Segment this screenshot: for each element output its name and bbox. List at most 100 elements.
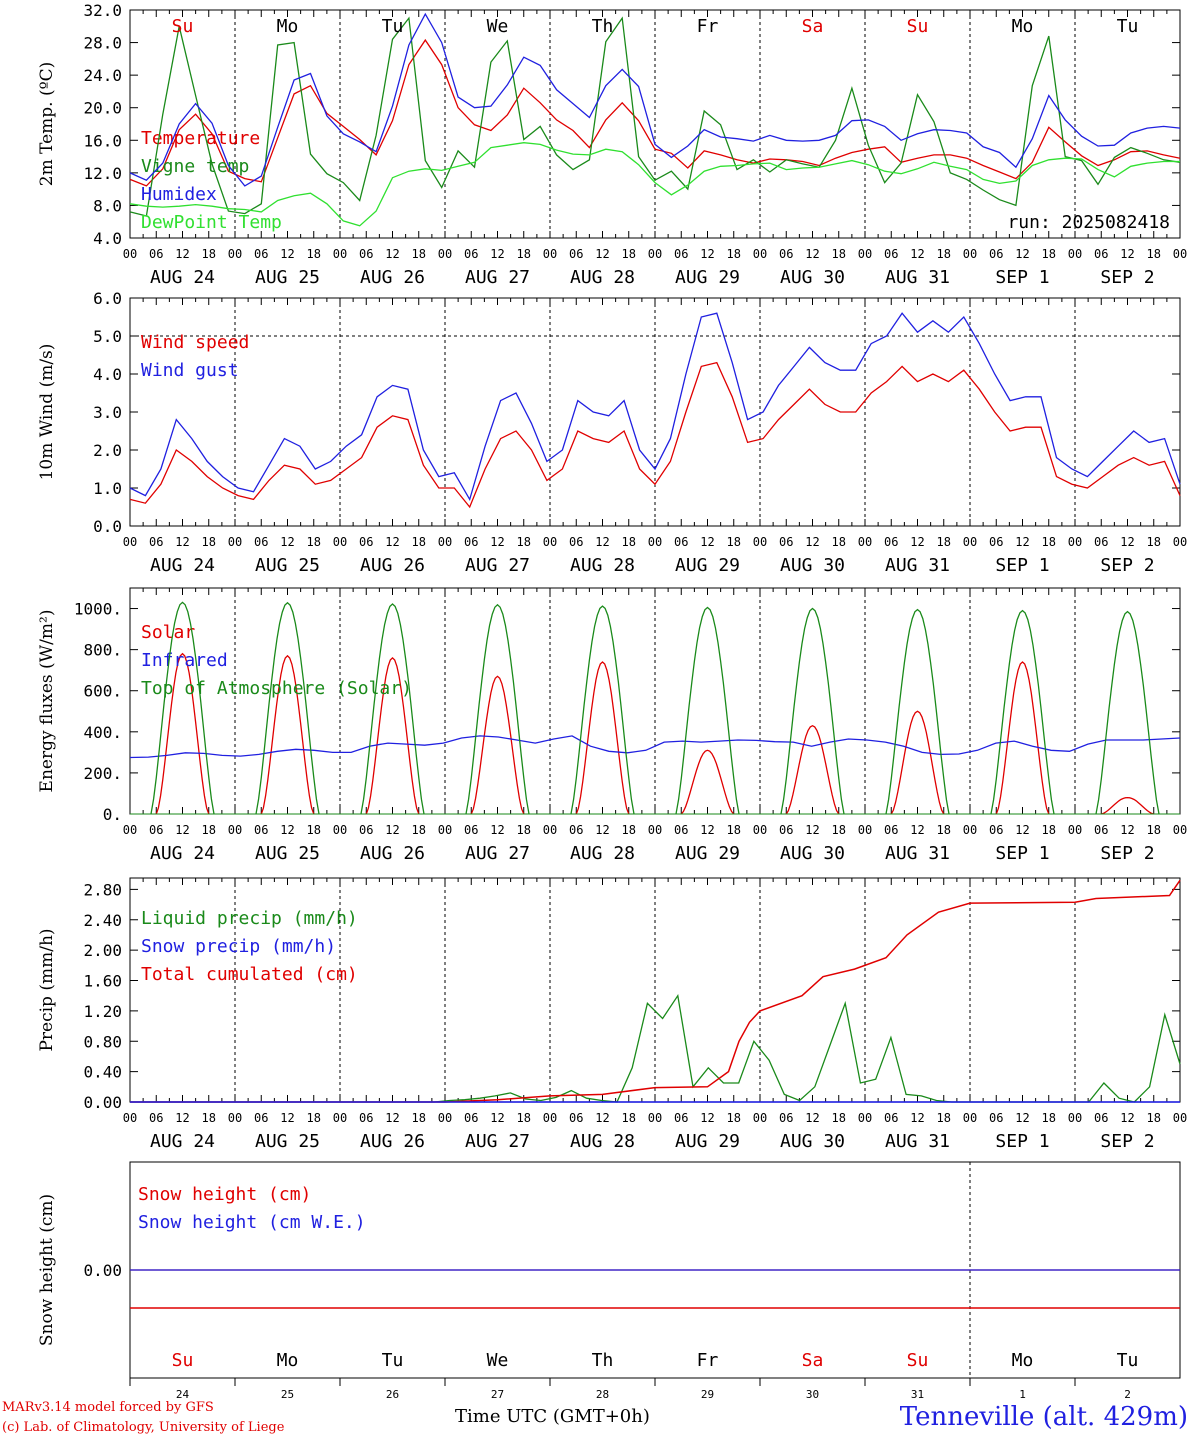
date-label: AUG 25 [255,555,320,576]
hour-tick-label: 06 [464,247,478,261]
hour-tick-label: 06 [464,1111,478,1125]
hour-tick-label: 18 [832,1111,846,1125]
hour-tick-label: 12 [490,1111,504,1125]
hour-tick-label: 00 [963,1111,977,1125]
weekday-label: Fr [697,16,719,37]
hour-tick-label: 06 [569,535,583,549]
hour-tick-label: 18 [517,535,531,549]
panel-4-legend-entry: Liquid precip (mm/h) [141,908,358,929]
weekday-label: We [487,1350,509,1371]
hour-tick-label: 12 [490,247,504,261]
date-label: AUG 25 [255,843,320,864]
panel-3-legend-entry: Infrared [141,650,228,671]
hour-tick-label: 12 [805,823,819,837]
panel-3-series-top-of-atmosphere-solar--day [885,608,950,815]
hour-tick-label: 18 [202,247,216,261]
panel-5-legend-entry: Snow height (cm) [138,1184,311,1205]
hour-tick-label: 06 [989,247,1003,261]
panel-3-series-top-of-atmosphere-solar--day [150,601,215,815]
hour-tick-label: 12 [805,535,819,549]
panel-1-ytick-label: 20.0 [83,99,122,118]
hour-tick-label: 06 [569,1111,583,1125]
panel-2-ytick-label: 6.0 [93,289,122,308]
panel-2-series-wind-gust [129,312,1181,502]
hour-tick-label: 00 [858,823,872,837]
panel-2-legend-entry: Wind gust [141,360,239,381]
hour-tick-label: 18 [727,247,741,261]
hour-tick-label: 06 [884,823,898,837]
hour-tick-label: 12 [1015,1111,1029,1125]
hour-tick-label: 00 [543,535,557,549]
weekday-label: Th [592,16,614,37]
panel-3-series-top-of-atmosphere-solar--day [1095,610,1160,815]
hour-tick-label: 06 [674,535,688,549]
panel-3-ytick-label: 600. [83,682,122,701]
hour-tick-label: 00 [333,247,347,261]
station-name: Tenneville (alt. 429m) [899,1402,1188,1432]
panel-2-series-wind-speed [129,361,1181,509]
hour-tick-label: 12 [1120,535,1134,549]
date-number: 2 [1124,1388,1131,1401]
run-label: run: 2025082418 [1007,212,1170,233]
panel-3-ylabel: Energy fluxes (W/m²) [37,610,57,793]
hour-tick-label: 12 [175,535,189,549]
hour-tick-label: 06 [989,823,1003,837]
panel-3-ytick-label: 0. [103,805,122,824]
panel-3-series-solar-day [1101,796,1154,815]
date-label: AUG 28 [570,555,635,576]
hour-tick-label: 00 [438,823,452,837]
weekday-label: Su [172,1350,194,1371]
date-label: SEP 2 [1100,1131,1154,1152]
hour-tick-label: 12 [490,535,504,549]
date-label: AUG 29 [675,843,740,864]
panel-2-ytick-label: 3.0 [93,403,122,422]
hour-tick-label: 00 [1068,247,1082,261]
panel-3-series-solar-day [575,661,630,815]
panel-2-ytick-label: 2.0 [93,441,122,460]
hour-tick-label: 00 [858,535,872,549]
hour-tick-label: 00 [648,535,662,549]
hour-tick-label: 18 [1042,535,1056,549]
hour-tick-label: 12 [700,247,714,261]
panel-3-series-solar-day [680,749,735,815]
hour-tick-label: 12 [700,823,714,837]
panel-3-series-top-of-atmosphere-solar--day [570,605,635,815]
date-label: AUG 26 [360,267,425,288]
lab-credit: (c) Lab. of Climatology, University of L… [2,1420,285,1435]
date-label: AUG 24 [150,1131,215,1152]
date-label: AUG 27 [465,1131,530,1152]
weekday-label: Mo [1012,16,1034,37]
panel-5-ytick-label: 0.00 [83,1261,122,1280]
hour-tick-label: 18 [517,1111,531,1125]
date-label: AUG 30 [780,555,845,576]
date-label: AUG 31 [885,843,950,864]
panel-3-series-solar-day [785,724,840,815]
date-label: AUG 27 [465,267,530,288]
date-label: SEP 2 [1100,555,1154,576]
hour-tick-label: 00 [1068,535,1082,549]
panel-4-ytick-label: 2.00 [83,941,122,960]
panel-2-ytick-label: 0.0 [93,517,122,536]
hour-tick-label: 12 [1015,247,1029,261]
hour-tick-label: 00 [123,823,137,837]
hour-tick-label: 18 [517,823,531,837]
hour-tick-label: 00 [753,1111,767,1125]
hour-tick-label: 18 [1147,1111,1161,1125]
hour-tick-label: 00 [963,535,977,549]
hour-tick-label: 12 [1120,247,1134,261]
hour-tick-label: 06 [149,247,163,261]
hour-tick-label: 18 [1042,247,1056,261]
date-label: AUG 25 [255,267,320,288]
panel-4-ytick-label: 0.00 [83,1093,122,1112]
hour-tick-label: 00 [963,247,977,261]
hour-tick-label: 18 [727,535,741,549]
date-label: AUG 25 [255,1131,320,1152]
panel-4-ytick-label: 2.40 [83,911,122,930]
weekday-label: Mo [1012,1350,1034,1371]
date-label: AUG 28 [570,843,635,864]
panel-4-series-total-cumulated-cm- [130,879,1181,1103]
panel-1-series-temperature [129,38,1181,187]
date-number: 30 [806,1388,819,1401]
hour-tick-label: 06 [149,1111,163,1125]
panel-2-legend-entry: Wind speed [141,332,249,353]
